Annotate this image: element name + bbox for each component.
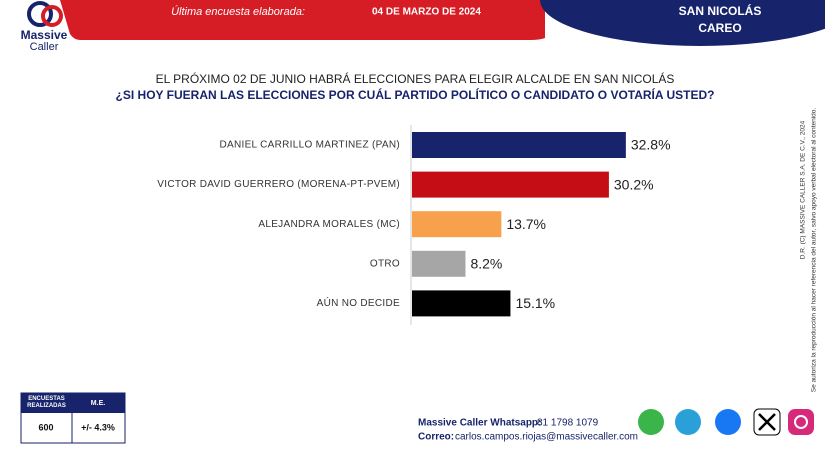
side-note: Se autoriza la reproducción al hacer ref… xyxy=(811,108,818,393)
category-label: ALEJANDRA MORALES (MC) xyxy=(258,219,400,230)
category-label: AÚN NO DECIDE xyxy=(317,296,400,309)
chart-title: EL PRÓXIMO 02 DE JUNIO HABRÁ ELECCIONES … xyxy=(156,71,675,86)
footer-value: 81 1798 1079 xyxy=(537,418,599,429)
box-cell: +/- 4.3% xyxy=(81,422,115,432)
region: SAN NICOLÁS xyxy=(679,3,762,18)
sample-box: ENCUESTAS REALIZADAS M.E. 600 +/- 4.3% xyxy=(20,392,126,444)
box-cell: ENCUESTAS REALIZADAS xyxy=(27,396,66,409)
footer-label: Correo: xyxy=(418,432,454,443)
survey-date: 04 DE MARZO DE 2024 xyxy=(372,7,481,18)
box-cell: 600 xyxy=(38,422,53,432)
box-header xyxy=(21,393,125,413)
x-icon-glyph xyxy=(758,413,776,431)
bar xyxy=(412,211,502,238)
bar xyxy=(412,171,609,198)
instagram-glyph xyxy=(794,415,808,429)
region-badge xyxy=(540,0,825,46)
category-label: OTRO xyxy=(370,258,400,269)
bar xyxy=(412,290,511,317)
box-header-text: ENCUESTAS REALIZADAS xyxy=(27,396,66,409)
facebook-icon[interactable] xyxy=(715,409,741,435)
value-label: 15.1% xyxy=(515,295,555,311)
value-label: 13.7% xyxy=(506,216,546,232)
instagram-icon[interactable] xyxy=(788,409,814,435)
category-label: VICTOR DAVID GUERRERO (MORENA-PT-PVEM) xyxy=(157,179,400,190)
whatsapp-icon[interactable] xyxy=(638,409,664,435)
chart-subtitle: ¿SI HOY FUERAN LAS ELECCIONES POR CUÁL P… xyxy=(116,87,715,102)
survey-label: Última encuesta elaborada: xyxy=(171,5,305,18)
value-label: 8.2% xyxy=(470,256,502,272)
telegram-icon[interactable] xyxy=(675,409,701,435)
logo-icon xyxy=(27,1,53,27)
bar xyxy=(412,250,466,277)
value-label: 32.8% xyxy=(631,137,671,153)
value-label: 30.2% xyxy=(614,176,654,192)
category-label: DANIEL CARRILLO MARTINEZ (PAN) xyxy=(219,140,400,151)
logo-text: Massive xyxy=(21,28,68,42)
footer-label: Massive Caller Whatsapp: xyxy=(418,418,541,429)
side-note: D.R. (C) MASSIVE CALLER S.A. DE C.V., 20… xyxy=(800,120,807,259)
region-sub: CAREO xyxy=(698,21,741,35)
logo-icon xyxy=(41,5,63,27)
logo-text: Caller xyxy=(30,41,59,53)
footer-value: carlos.campos.riojas@massivecaller.com xyxy=(455,432,638,443)
bar xyxy=(412,132,626,158)
header-band xyxy=(0,0,545,40)
box-header-text: M.E. xyxy=(91,400,105,407)
